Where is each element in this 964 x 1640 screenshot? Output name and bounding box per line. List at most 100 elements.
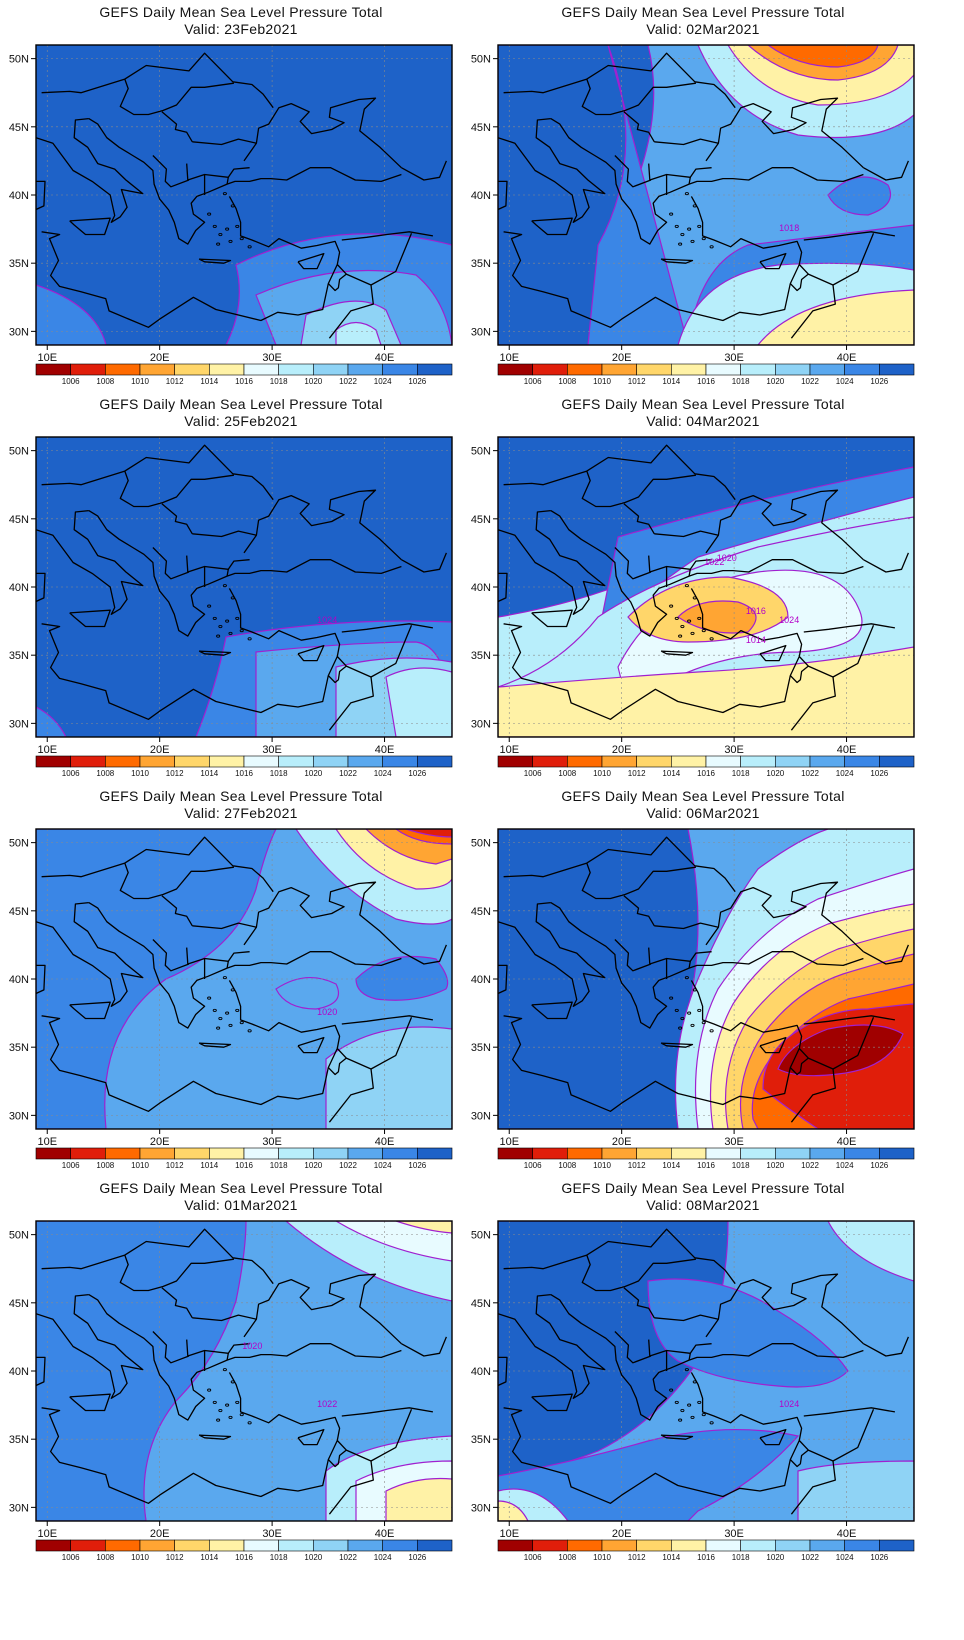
panel-valid-date: Valid: 06Mar2021 <box>646 805 760 821</box>
colorbar: 1006 1008 1010 1012 1014 1016 1018 1020 1022 1024… <box>497 755 915 778</box>
colorbar-label: 1024 <box>836 1161 854 1170</box>
colorbar-swatch <box>35 1539 71 1552</box>
isobar-band <box>647 1278 849 1388</box>
latitude-label: 35N <box>9 650 29 662</box>
longitude-label: 10E <box>37 1136 57 1148</box>
latitude-label: 50N <box>9 1230 29 1242</box>
colorbar-swatch <box>775 363 811 376</box>
coastlines <box>36 444 448 731</box>
panel-title: GEFS Daily Mean Sea Level Pressure Total <box>99 1180 383 1196</box>
colorbar-swatch <box>209 1539 245 1552</box>
colorbar-swatch <box>844 1147 880 1160</box>
pressure-field <box>36 437 452 737</box>
latitude-label: 45N <box>471 514 491 526</box>
colorbar-label: 1014 <box>662 1553 680 1562</box>
coastlines <box>498 1228 910 1515</box>
colorbar-swatch <box>278 1147 314 1160</box>
latitude-label: 50N <box>471 446 491 458</box>
latitude-label: 50N <box>471 838 491 850</box>
colorbar-label: 1018 <box>270 1553 288 1562</box>
colorbar-swatch <box>497 1147 533 1160</box>
latitude-label: 35N <box>471 1434 491 1446</box>
longitude-label: 20E <box>150 744 170 756</box>
colorbar-swatch <box>35 363 71 376</box>
colorbar-swatch <box>844 363 880 376</box>
colorbar-label: 1022 <box>801 1161 819 1170</box>
latitude-label: 45N <box>471 1298 491 1310</box>
isobar-band <box>395 1221 452 1234</box>
latitude-label: 40N <box>9 582 29 594</box>
longitude-label: 30E <box>262 744 282 756</box>
colorbar-label: 1024 <box>374 1553 392 1562</box>
colorbar-label: 1022 <box>801 769 819 778</box>
isobar-band <box>498 1500 529 1521</box>
colorbar-label: 1012 <box>628 1553 646 1562</box>
colorbar-swatch <box>278 363 314 376</box>
colorbar-swatch <box>809 1539 845 1552</box>
graticule <box>36 45 452 345</box>
colorbar-swatch <box>601 1539 637 1552</box>
longitude-label: 10E <box>499 352 519 364</box>
colorbar-label: 1006 <box>62 1553 80 1562</box>
colorbar-swatch <box>347 1147 383 1160</box>
colorbar-swatch <box>105 1147 141 1160</box>
map-panel: GEFS Daily Mean Sea Level Pressure Total… <box>462 784 944 1194</box>
latitude-label: 40N <box>471 190 491 202</box>
longitude-label: 20E <box>612 1136 632 1148</box>
colorbar-label: 1010 <box>593 769 611 778</box>
longitude-label: 10E <box>37 352 57 364</box>
map-panel: GEFS Daily Mean Sea Level Pressure Total… <box>0 784 482 1194</box>
isobar-band <box>275 976 340 1010</box>
colorbar-swatch <box>775 1147 811 1160</box>
colorbar-swatch <box>382 1539 418 1552</box>
longitude-label: 30E <box>262 1528 282 1540</box>
colorbar-label: 1020 <box>304 769 322 778</box>
colorbar-label: 1020 <box>304 1553 322 1562</box>
colorbar-swatch <box>601 363 637 376</box>
colorbar-swatch <box>278 1539 314 1552</box>
latitude-label: 35N <box>471 258 491 270</box>
colorbar-swatch <box>671 363 707 376</box>
colorbar-swatch <box>809 755 845 768</box>
colorbar-label: 1024 <box>836 769 854 778</box>
colorbar-label: 1008 <box>96 1161 114 1170</box>
map-panel: GEFS Daily Mean Sea Level Pressure Total… <box>0 1176 482 1586</box>
colorbar-label: 1024 <box>836 377 854 386</box>
contour-label: 1024 <box>779 1399 799 1409</box>
colorbar-swatch <box>601 1147 637 1160</box>
colorbar-swatch <box>35 755 71 768</box>
colorbar-label: 1018 <box>732 769 750 778</box>
longitude-label: 20E <box>150 1136 170 1148</box>
colorbar-label: 1022 <box>801 1553 819 1562</box>
colorbar-label: 1022 <box>801 377 819 386</box>
colorbar: 1006 1008 1010 1012 1014 1016 1018 1020 1022 1024… <box>35 1147 453 1170</box>
colorbar-label: 1016 <box>235 769 253 778</box>
colorbar-label: 1014 <box>200 1161 218 1170</box>
colorbar-swatch <box>879 755 915 768</box>
colorbar-swatch <box>139 363 175 376</box>
colorbar-swatch <box>70 1539 106 1552</box>
colorbar-swatch <box>243 363 279 376</box>
colorbar-label: 1008 <box>558 1553 576 1562</box>
isobar-band <box>498 646 914 737</box>
longitude-label: 20E <box>612 1528 632 1540</box>
latitude-label: 45N <box>471 122 491 134</box>
colorbar-swatch <box>70 1147 106 1160</box>
colorbar-swatch <box>879 363 915 376</box>
latitude-label: 30N <box>471 1110 491 1122</box>
latitude-label: 30N <box>9 718 29 730</box>
colorbar-swatch <box>313 363 349 376</box>
latitude-label: 30N <box>471 718 491 730</box>
colorbar-swatch <box>70 755 106 768</box>
colorbar-swatch <box>174 1147 210 1160</box>
colorbar-swatch <box>601 755 637 768</box>
colorbar-swatch <box>636 755 672 768</box>
isobar-band <box>777 1024 904 1077</box>
colorbar-label: 1008 <box>96 769 114 778</box>
colorbar-swatch <box>70 363 106 376</box>
colorbar-swatch <box>636 1539 672 1552</box>
colorbar-label: 1018 <box>270 377 288 386</box>
colorbar-swatch <box>497 755 533 768</box>
latitude-label: 40N <box>471 1366 491 1378</box>
